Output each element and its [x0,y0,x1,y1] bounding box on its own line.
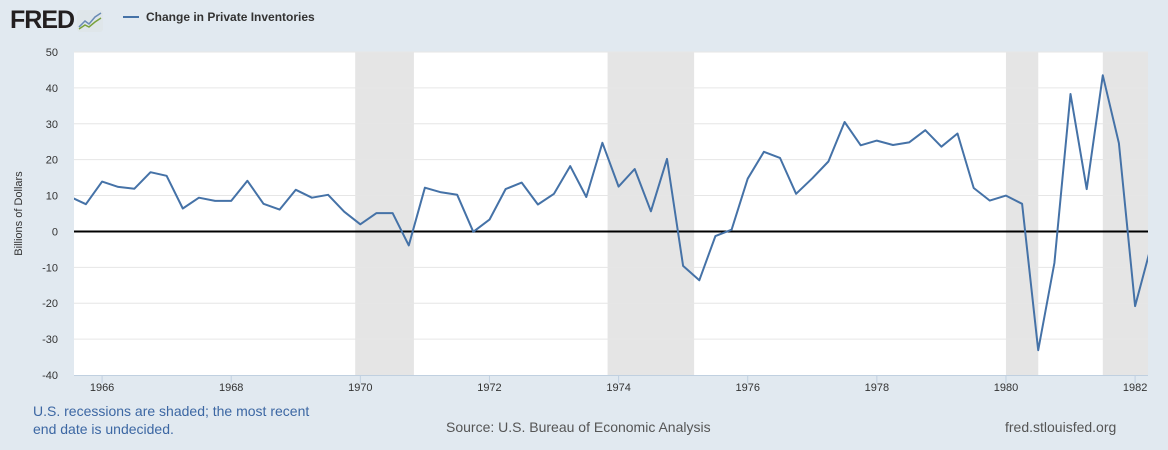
legend-label: Change in Private Inventories [146,10,315,24]
x-tick-label: 1970 [348,382,372,394]
x-tick-label: 1976 [735,382,759,394]
fred-logo[interactable]: FRED [10,6,104,35]
site-link[interactable]: fred.stlouisfed.org [1005,419,1117,435]
x-tick-label: 1966 [90,382,114,394]
y-tick-label: -40 [42,370,58,382]
y-tick-label: 50 [46,47,58,59]
y-axis-label: Billions of Dollars [13,171,25,256]
chart-line-icon [77,9,104,32]
y-tick-label: 40 [46,83,58,95]
recession-shade [1005,52,1039,375]
legend-item[interactable]: Change in Private Inventories [123,10,315,24]
x-tick-label: 1972 [477,382,501,394]
x-tick-label: 1982 [1123,382,1147,394]
y-tick-label: 30 [46,119,58,131]
logo-text: FRED [10,6,75,34]
legend-swatch [123,16,139,18]
series-line [74,74,1148,352]
y-tick-label: -10 [42,262,58,274]
y-tick-label: -30 [42,334,58,346]
x-tick-label: 1978 [865,382,889,394]
x-tick-label: 1968 [219,382,243,394]
y-tick-label: 20 [46,155,58,167]
y-tick-label: 10 [46,191,58,203]
x-tick-label: 1980 [994,382,1018,394]
y-tick-label: 0 [52,226,58,238]
recession-shade [607,52,695,375]
y-tick-label: -20 [42,298,58,310]
recession-note: U.S. recessions are shaded; the most rec… [33,403,310,437]
x-tick-label: 1974 [606,382,630,394]
source-note: Source: U.S. Bureau of Economic Analysis [446,419,711,435]
